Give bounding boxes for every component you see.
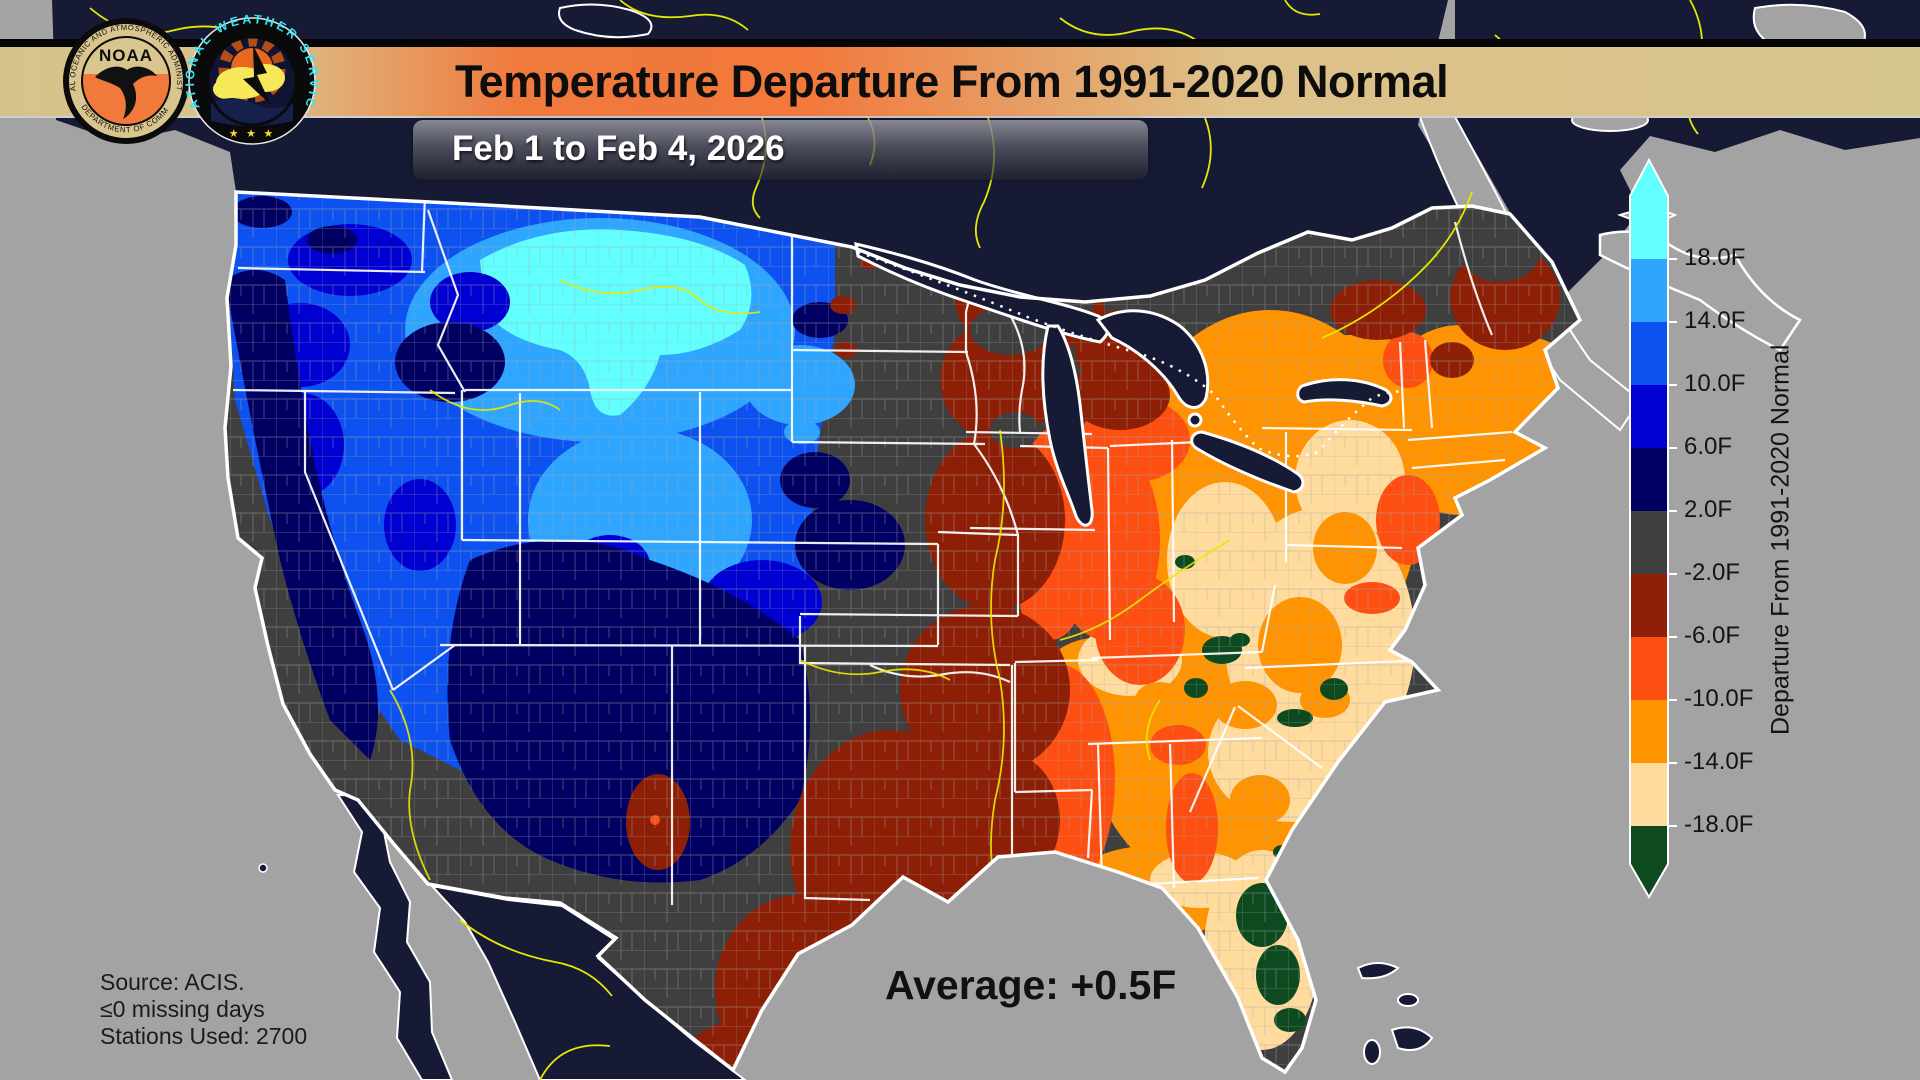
- legend-axis-label: Departure From 1991-2020 Normal: [1766, 344, 1795, 736]
- legend-tick: -6.0F: [1684, 622, 1741, 649]
- river-lines-us: [389, 279, 1231, 901]
- island-shapes: [558, 3, 1434, 1065]
- title-banner: Temperature Departure From 1991-2020 Nor…: [0, 47, 1920, 118]
- legend-colorbar: [1629, 157, 1677, 900]
- banner-top-rule: [0, 39, 1920, 47]
- legend-tick: -2.0F: [1684, 559, 1741, 586]
- date-range-bar: Feb 1 to Feb 4, 2026: [413, 120, 1148, 180]
- source-line: Source: ACIS.: [100, 969, 245, 995]
- noaa-wordmark: NOAA: [99, 46, 153, 65]
- legend-tick: -18.0F: [1684, 811, 1754, 838]
- legend-tick: 6.0F: [1684, 433, 1733, 460]
- us-outline: [223, 190, 1583, 1075]
- date-range-label: Feb 1 to Feb 4, 2026: [452, 129, 785, 168]
- nws-lightning-icon: [243, 45, 271, 105]
- legend-tick: 10.0F: [1684, 370, 1746, 397]
- page-title: Temperature Departure From 1991-2020 Nor…: [455, 56, 1449, 107]
- legend-tick: -10.0F: [1684, 685, 1754, 712]
- agency-logos: NOAA NATIONAL OCEANIC AND ATMOSPHERIC AD…: [63, 12, 318, 145]
- source-line: ≤0 missing days: [100, 996, 265, 1022]
- legend-tick: -14.0F: [1684, 748, 1754, 775]
- nws-stars: ★ ★ ★: [229, 127, 276, 140]
- noaa-bird-icon: [95, 66, 157, 119]
- legend-tick: 18.0F: [1684, 244, 1746, 271]
- noaa-logo: NOAA NATIONAL OCEANIC AND ATMOSPHERIC AD…: [63, 18, 189, 144]
- legend-tick: 2.0F: [1684, 496, 1733, 523]
- nws-logo: NATIONAL WEATHER SERVICE ★ ★ ★: [183, 12, 318, 145]
- source-info: Source: ACIS. ≤0 missing days Stations U…: [100, 969, 307, 1050]
- average-value-label: Average: +0.5F: [885, 962, 1177, 1008]
- legend-tick: 14.0F: [1684, 307, 1746, 334]
- source-line: Stations Used: 2700: [100, 1023, 308, 1049]
- great-lakes: [854, 242, 1393, 527]
